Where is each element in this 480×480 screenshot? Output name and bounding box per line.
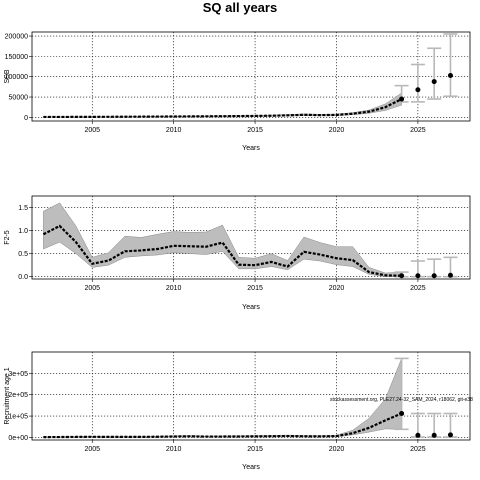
x-tick-label: 2020 <box>329 127 345 134</box>
y-tick-label: 0e+00 <box>8 435 28 442</box>
x-tick-label: 2015 <box>247 127 263 134</box>
x-tick-label: 2015 <box>247 446 263 453</box>
plot-frame <box>31 351 471 441</box>
confidence-band <box>43 92 402 118</box>
panels: 2005 2010 2015 2020 2025 0 50000 100000 150000 20… <box>4 31 471 471</box>
x-axis-label: Years <box>242 145 260 152</box>
forecast-point <box>447 432 453 438</box>
y-axis-label: Recruitment age 1 <box>4 367 11 424</box>
y-tick-label: 0.5 <box>18 251 28 258</box>
forecast-point <box>431 432 437 438</box>
forecast-point <box>447 272 453 278</box>
estimate-line <box>42 224 402 277</box>
y-tick-label: 0.0 <box>18 274 28 281</box>
y-tick-label: 200000 <box>5 34 28 41</box>
y-tick-label: 2e+05 <box>8 392 28 399</box>
y-axis-label: SSB <box>4 69 11 83</box>
forecast-point <box>431 79 437 85</box>
x-axis-label: Years <box>242 464 260 471</box>
forecast-point <box>447 72 453 78</box>
estimate-line <box>43 98 403 119</box>
forecast-point <box>415 432 421 438</box>
y-tick-label: 100000 <box>5 74 28 81</box>
panel-f: 2005 2010 2015 2020 2025 0.0 0.5 1.0 1.5 Years F2-… <box>4 195 471 311</box>
y-tick-label: 1.0 <box>18 228 28 235</box>
y-tick-label: 0 <box>24 115 28 122</box>
y-tick-label: 3e+05 <box>8 371 28 378</box>
x-tick-label: 2010 <box>166 285 182 292</box>
x-tick-label: 2010 <box>166 127 182 134</box>
forecast-point <box>399 411 405 417</box>
panel-recruitment: 2005 2010 2015 2020 2025 0e+00 1e+05 2e+05 3e+05… <box>4 351 471 471</box>
y-tick-label: 1.5 <box>18 205 28 212</box>
x-tick-label: 2020 <box>329 446 345 453</box>
x-tick-label: 2015 <box>247 285 263 292</box>
forecast-point <box>399 273 405 279</box>
x-tick-label: 2005 <box>84 285 100 292</box>
forecast-point <box>415 87 421 93</box>
y-axis-label: F2-5 <box>4 230 11 245</box>
estimate-line <box>43 412 403 439</box>
forecast-point <box>415 273 421 279</box>
confidence-band <box>43 202 402 277</box>
forecast-point <box>431 273 437 279</box>
x-tick-label: 2005 <box>84 446 100 453</box>
x-axis-label: Years <box>242 304 260 311</box>
x-tick-label: 2010 <box>166 446 182 453</box>
x-tick-label: 2025 <box>410 127 426 134</box>
x-tick-label: 2020 <box>329 285 345 292</box>
y-tick-label: 50000 <box>9 95 29 102</box>
y-tick-label: 150000 <box>5 54 28 61</box>
plot-frame <box>31 195 471 280</box>
x-tick-label: 2025 <box>410 446 426 453</box>
stockassessment-annotation: stockassessment.org, PLE27.24-32_SAM_202… <box>330 397 473 403</box>
forecast-point <box>399 96 405 102</box>
y-tick-label: 1e+05 <box>8 414 28 421</box>
panel-ssb: 2005 2010 2015 2020 2025 0 50000 100000 150000 20… <box>4 31 471 152</box>
figure-title: SQ all years <box>203 0 277 15</box>
x-tick-label: 2005 <box>84 127 100 134</box>
x-tick-label: 2025 <box>410 285 426 292</box>
